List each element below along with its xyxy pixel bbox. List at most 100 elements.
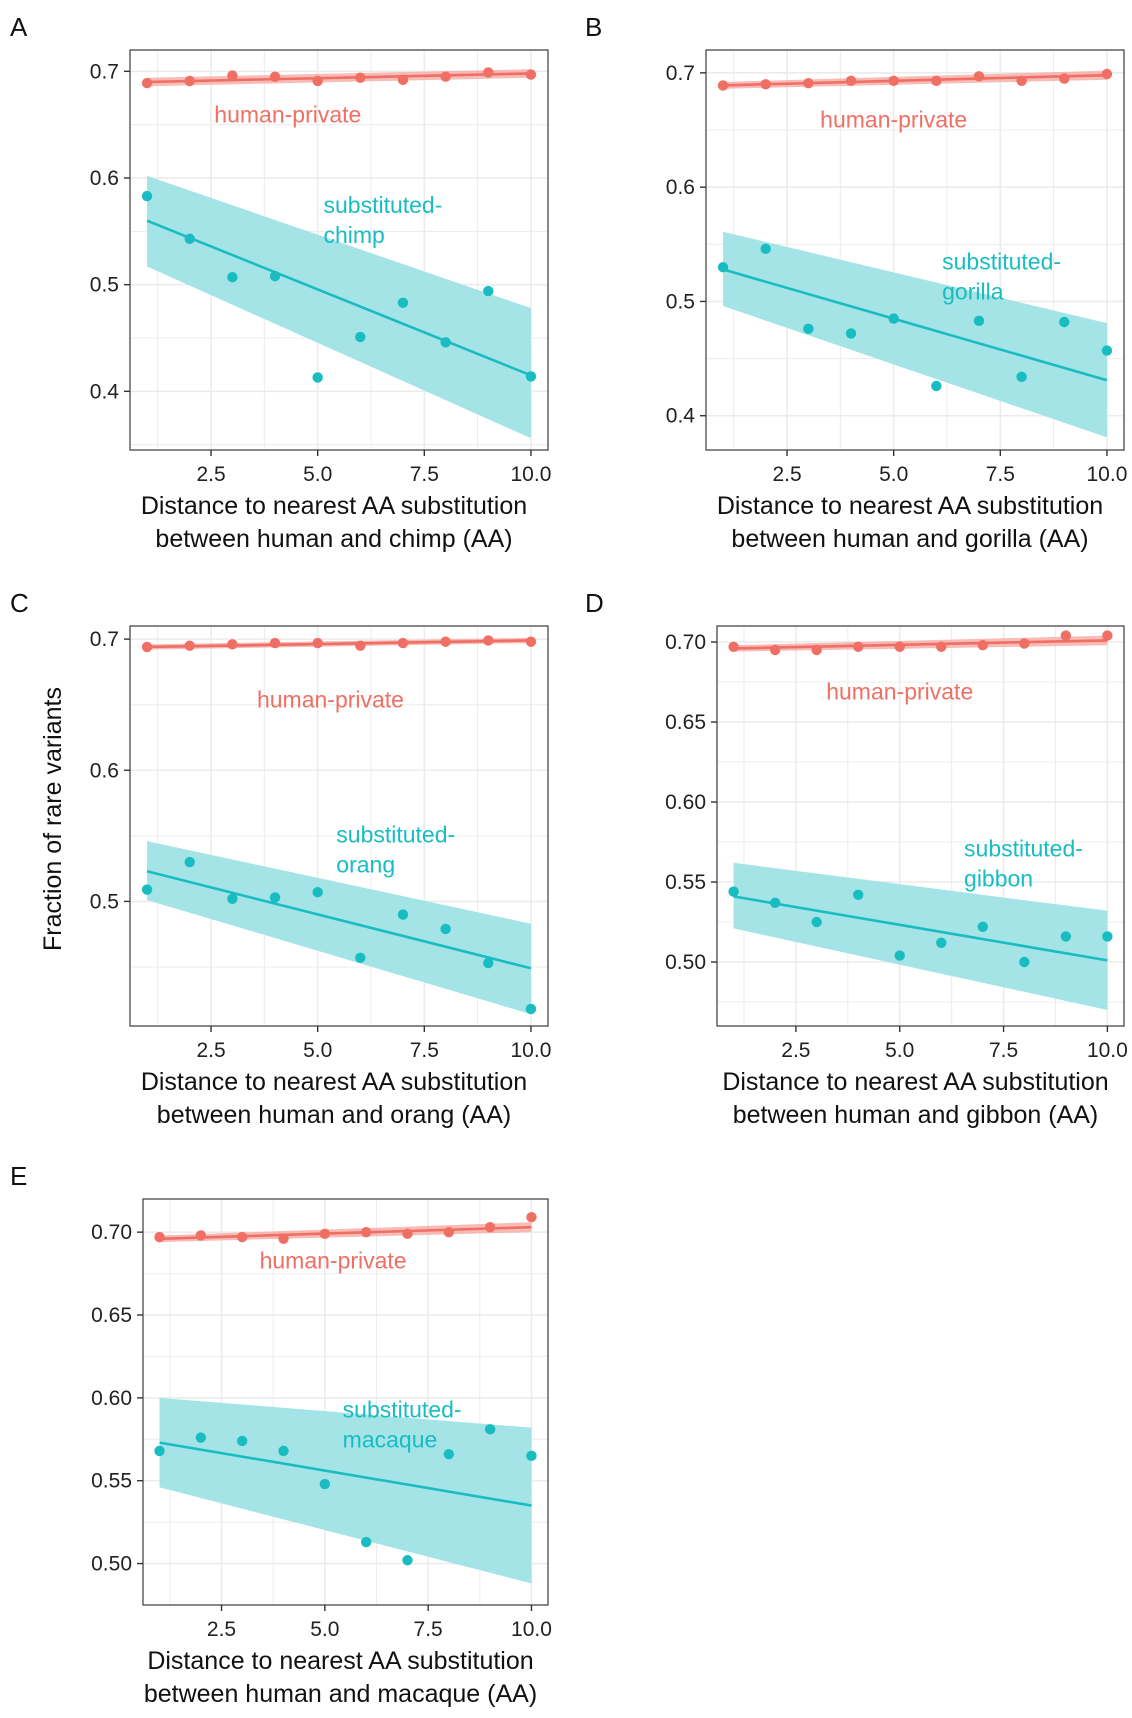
data-point-human-private bbox=[269, 637, 281, 649]
confidence-band-substituted-macaque bbox=[159, 1397, 532, 1584]
y-tick-label: 0.5 bbox=[90, 274, 119, 297]
data-point-substituted-gibbon bbox=[769, 897, 781, 908]
x-tick-label: 2.5 bbox=[772, 463, 801, 486]
x-axis-title: between human and chimp (AA) bbox=[155, 525, 512, 553]
data-point-substituted-gorilla bbox=[931, 380, 942, 392]
series-label-line: human-private bbox=[257, 686, 404, 712]
data-point-human-private bbox=[312, 637, 323, 649]
x-axis-title: Distance to nearest AA substitution bbox=[722, 1068, 1108, 1096]
data-point-substituted-chimp bbox=[355, 331, 366, 343]
data-point-substituted-macaque bbox=[526, 1450, 537, 1462]
data-point-substituted-gibbon bbox=[936, 937, 947, 948]
series-label-substituted-chimp: substituted-chimp bbox=[323, 192, 442, 248]
data-point-human-private bbox=[717, 80, 729, 91]
data-point-human-private bbox=[184, 640, 195, 651]
data-point-human-private bbox=[443, 1226, 455, 1238]
y-tick-label: 0.60 bbox=[91, 1387, 132, 1410]
y-tick-label: 0.50 bbox=[91, 1553, 132, 1576]
data-point-human-private bbox=[269, 71, 281, 82]
series-label-line: substituted- bbox=[942, 248, 1061, 274]
data-point-human-private bbox=[769, 644, 781, 656]
series-label-human-private: human-private bbox=[257, 686, 404, 712]
data-point-substituted-orang bbox=[483, 957, 494, 969]
x-tick-label: 10.0 bbox=[511, 1618, 552, 1641]
x-axis-title: between human and orang (AA) bbox=[157, 1101, 511, 1129]
data-point-substituted-orang bbox=[184, 856, 195, 868]
y-tick-label: 0.50 bbox=[665, 951, 706, 974]
fit-line-human-private bbox=[147, 639, 531, 649]
x-tick-label: 7.5 bbox=[986, 463, 1015, 486]
data-point-human-private bbox=[728, 641, 739, 652]
series-label-line: substituted- bbox=[336, 821, 455, 847]
data-point-human-private bbox=[888, 75, 899, 87]
data-point-human-private bbox=[319, 1228, 331, 1240]
series-label-human-private: human-private bbox=[820, 107, 967, 133]
data-point-substituted-chimp bbox=[312, 372, 323, 383]
y-tick-label: 0.70 bbox=[665, 631, 706, 654]
data-point-human-private bbox=[440, 636, 451, 647]
data-point-human-private bbox=[355, 640, 366, 651]
data-point-substituted-macaque bbox=[278, 1445, 289, 1457]
fit-line-human-private bbox=[159, 1225, 532, 1241]
series-label-line: gibbon bbox=[964, 865, 1033, 891]
y-tick-label: 0.7 bbox=[90, 628, 119, 651]
data-point-human-private bbox=[355, 72, 366, 83]
data-point-substituted-orang bbox=[141, 884, 153, 895]
x-tick-label: 10.0 bbox=[1087, 1039, 1128, 1062]
data-point-human-private bbox=[483, 67, 494, 78]
series-label-line: human-private bbox=[260, 1248, 407, 1274]
fit-line-human-private bbox=[733, 639, 1108, 650]
series-label-line: orang bbox=[336, 851, 395, 877]
x-tick-label: 5.0 bbox=[879, 463, 908, 486]
data-point-human-private bbox=[973, 71, 985, 82]
data-point-substituted-macaque bbox=[484, 1424, 496, 1435]
plot-frame bbox=[129, 625, 549, 1027]
series-label-line: substituted- bbox=[964, 835, 1083, 861]
data-point-human-private bbox=[1019, 638, 1030, 649]
data-point-substituted-gibbon bbox=[894, 950, 905, 961]
data-point-substituted-chimp bbox=[397, 297, 409, 308]
data-point-substituted-gorilla bbox=[803, 323, 814, 335]
data-point-substituted-chimp bbox=[525, 371, 537, 382]
data-point-human-private bbox=[845, 75, 857, 87]
data-point-substituted-macaque bbox=[443, 1449, 455, 1460]
y-tick-label: 0.55 bbox=[91, 1470, 132, 1493]
data-point-substituted-gorilla bbox=[1101, 345, 1113, 356]
data-point-substituted-macaque bbox=[195, 1432, 207, 1443]
x-tick-label: 7.5 bbox=[989, 1039, 1018, 1062]
y-tick-label: 0.6 bbox=[90, 167, 119, 190]
data-point-human-private bbox=[141, 77, 153, 89]
data-point-human-private bbox=[1059, 73, 1070, 84]
series-label-line: human-private bbox=[820, 107, 967, 133]
data-point-substituted-macaque bbox=[360, 1536, 372, 1548]
data-point-substituted-orang bbox=[312, 887, 323, 898]
fit-line-human-private bbox=[723, 73, 1107, 87]
fit-line-substituted-macaque bbox=[159, 1441, 532, 1507]
data-point-substituted-orang bbox=[269, 892, 281, 903]
panel-letter-c: C bbox=[10, 588, 29, 618]
series-label-line: macaque bbox=[343, 1427, 438, 1453]
x-tick-label: 2.5 bbox=[196, 1039, 225, 1062]
y-tick-label: 0.70 bbox=[91, 1221, 132, 1244]
x-axis-title: between human and macaque (AA) bbox=[144, 1680, 537, 1708]
panel-letter-b: B bbox=[585, 12, 602, 42]
data-point-substituted-chimp bbox=[269, 270, 281, 282]
data-point-human-private bbox=[484, 1221, 496, 1233]
data-point-human-private bbox=[853, 641, 864, 652]
data-point-substituted-gorilla bbox=[717, 261, 729, 273]
fit-line-human-private bbox=[147, 72, 531, 84]
series-label-human-private: human-private bbox=[214, 102, 361, 128]
series-label-line: substituted- bbox=[323, 192, 442, 218]
data-point-human-private bbox=[184, 75, 195, 87]
x-tick-label: 2.5 bbox=[196, 463, 225, 486]
x-axis-title: between human and gibbon (AA) bbox=[733, 1101, 1099, 1129]
plot-frame bbox=[142, 1198, 549, 1606]
fit-line-substituted-chimp bbox=[146, 219, 532, 377]
data-point-substituted-macaque bbox=[319, 1478, 331, 1490]
series-label-line: gorilla bbox=[942, 278, 1004, 304]
data-point-substituted-chimp bbox=[440, 337, 451, 348]
x-tick-label: 2.5 bbox=[781, 1039, 810, 1062]
confidence-band-substituted-gibbon bbox=[733, 862, 1108, 1010]
